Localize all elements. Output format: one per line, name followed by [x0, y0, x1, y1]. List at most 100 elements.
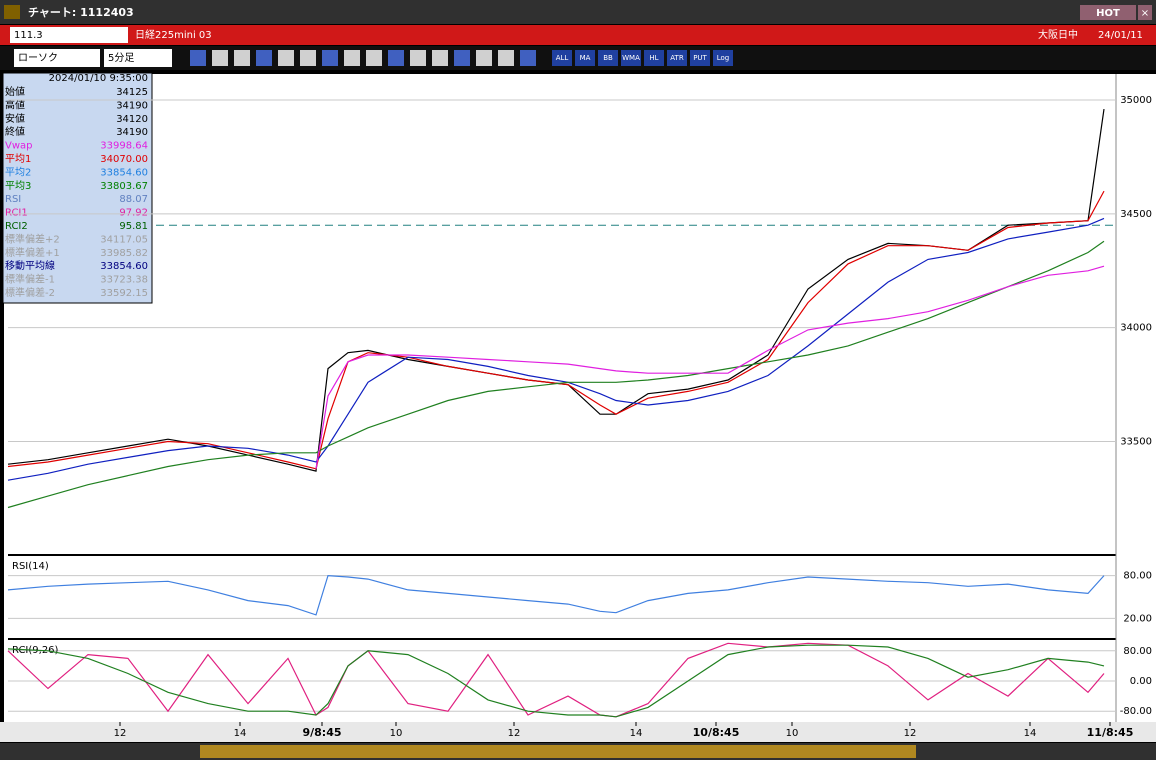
tool-button[interactable]: [344, 50, 360, 66]
chart-kind-select[interactable]: [14, 49, 100, 67]
info-value: 34070.00: [100, 154, 148, 165]
tool-button[interactable]: [476, 50, 492, 66]
tool-button[interactable]: [498, 50, 514, 66]
info-label: 平均1: [5, 153, 31, 165]
session: 大阪日中: [1038, 28, 1078, 41]
interval-select[interactable]: [104, 49, 172, 67]
tool-button[interactable]: [552, 50, 572, 66]
y-tick-label: 35000: [1120, 95, 1152, 106]
hot-label: HOT: [1096, 8, 1120, 19]
info-label: 標準偏差-2: [5, 286, 55, 299]
x-axis-bar: [0, 722, 1156, 742]
info-label: 始値: [5, 85, 25, 98]
tool-button[interactable]: [410, 50, 426, 66]
info-value: 34190: [116, 100, 148, 111]
info-label: 終値: [5, 125, 25, 138]
info-label: RSI: [5, 194, 21, 205]
series-line: [7, 217, 1105, 481]
tool-button[interactable]: [366, 50, 382, 66]
chart-kind: ローソク: [18, 52, 58, 64]
tool-button[interactable]: [690, 50, 710, 66]
tool-label: Log: [717, 54, 730, 62]
hot-button[interactable]: [1080, 5, 1136, 20]
info-value: 97.92: [119, 208, 148, 219]
panel-title: RSI(14): [12, 561, 49, 572]
tool-button[interactable]: [713, 50, 733, 66]
x-tick-label: 11/8:45: [1087, 726, 1134, 739]
tool-button[interactable]: [432, 50, 448, 66]
info-label: 標準偏差+1: [5, 246, 60, 259]
axis-area: [1116, 74, 1156, 722]
info-label: 移動平均線: [5, 259, 55, 272]
tool-button[interactable]: [644, 50, 664, 66]
x-tick-label: 10: [390, 728, 403, 739]
tool-button[interactable]: [256, 50, 272, 66]
series-line: [315, 265, 1105, 469]
interval: 5分足: [108, 52, 134, 64]
title-bar: [0, 0, 1156, 24]
x-tick-label: 14: [234, 728, 247, 739]
x-tick-label: 10/8:45: [693, 726, 740, 739]
info-value: 34190: [116, 127, 148, 138]
info-value: 33723.38: [100, 275, 148, 286]
info-label: 標準偏差+2: [5, 232, 60, 245]
tool-button[interactable]: [278, 50, 294, 66]
x-tick-label: 12: [904, 728, 917, 739]
info-value: 34125: [116, 87, 148, 98]
info-value: 95.81: [119, 221, 148, 232]
close-button[interactable]: [1138, 5, 1152, 20]
series-line: [7, 240, 1105, 509]
symbol-bar: [0, 25, 1156, 45]
tool-button[interactable]: [454, 50, 470, 66]
tool-button[interactable]: [575, 50, 595, 66]
info-label: 高値: [5, 98, 25, 111]
tool-button[interactable]: [234, 50, 250, 66]
info-label: 標準偏差-1: [5, 273, 55, 286]
y-tick-label: 33500: [1120, 436, 1152, 447]
info-value: 33803.67: [100, 181, 148, 192]
tool-button[interactable]: [322, 50, 338, 66]
tool-label: ATR: [670, 54, 684, 62]
x-tick-label: 12: [508, 728, 521, 739]
info-value: 33854.60: [100, 261, 148, 272]
info-value: 33854.60: [100, 167, 148, 178]
x-tick-label: 10: [786, 728, 799, 739]
close-icon: ×: [1141, 8, 1149, 19]
info-timestamp: 2024/01/10 9:35:00: [49, 73, 148, 84]
code-text: 111.3: [14, 30, 43, 41]
series-line: [7, 642, 1105, 718]
scroll-thumb[interactable]: [200, 745, 916, 758]
info-label: 平均2: [5, 166, 31, 178]
tool-button[interactable]: [621, 50, 641, 66]
info-value: 33592.15: [100, 288, 148, 299]
info-panel: [2, 72, 153, 304]
y-tick-label: 80.00: [1123, 571, 1152, 582]
x-tick-label: 12: [114, 728, 127, 739]
info-label: RCI2: [5, 221, 28, 232]
tool-label: MA: [580, 54, 591, 62]
tool-button[interactable]: [190, 50, 206, 66]
y-tick-label: 0.00: [1130, 676, 1152, 687]
info-value: 88.07: [119, 194, 148, 205]
y-tick-label: 34500: [1120, 209, 1152, 220]
tool-label: PUT: [693, 54, 707, 62]
info-value: 33985.82: [100, 248, 148, 259]
tool-button[interactable]: [388, 50, 404, 66]
tool-button[interactable]: [212, 50, 228, 66]
y-tick-label: 34000: [1120, 323, 1152, 334]
tool-label: WMA: [622, 54, 640, 62]
info-value: 34117.05: [100, 234, 148, 245]
series-line: [7, 574, 1105, 616]
date: 24/01/11: [1098, 30, 1143, 41]
tool-button[interactable]: [667, 50, 687, 66]
code-field[interactable]: [10, 27, 128, 43]
y-tick-label: 20.00: [1123, 613, 1152, 624]
tool-label: BB: [603, 54, 613, 62]
chart-area: [4, 74, 1116, 722]
tool-button[interactable]: [520, 50, 536, 66]
tool-button[interactable]: [598, 50, 618, 66]
tool-button[interactable]: [300, 50, 316, 66]
series-line: [7, 644, 1105, 718]
